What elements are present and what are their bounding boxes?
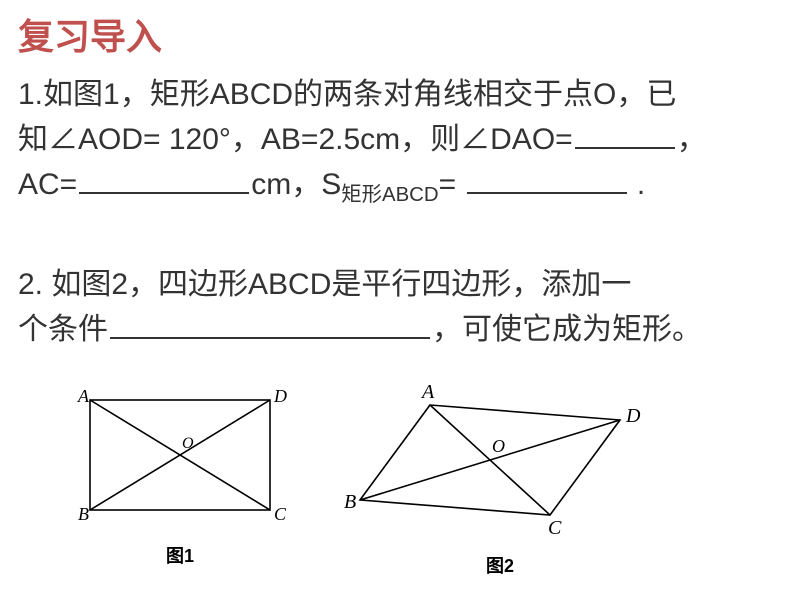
- p2-line1-a: 2. 如图2，四边形ABCD是平行四边形，添加一: [18, 268, 631, 301]
- p1-line3-b: cm，S: [251, 168, 341, 201]
- fig1-label-B: B: [78, 504, 89, 524]
- p1-blank-3: [467, 192, 627, 194]
- fig1-label-A: A: [77, 386, 90, 406]
- fig2-label-D: D: [625, 405, 641, 427]
- title-text: 复习导入: [18, 16, 162, 57]
- figure-1-box: A D B C O 图1: [60, 380, 300, 568]
- fig2-label-O: O: [492, 436, 505, 456]
- fig1-label-D: D: [273, 386, 287, 406]
- p1-line2-b: ，: [677, 123, 707, 156]
- fig1-label-O: O: [182, 435, 194, 452]
- p1-line1-a: 1.如图1，矩形ABCD的两条对角线相交于点O，已: [18, 78, 676, 111]
- p2-blank: [110, 337, 430, 339]
- p1-line3-a: AC=: [18, 168, 77, 201]
- problem-2: 2. 如图2，四边形ABCD是平行四边形，添加一 个条件 ，可使它成为矩形。: [18, 262, 778, 352]
- p1-blank-1: [575, 147, 675, 149]
- p1-line3-d: .: [629, 168, 646, 201]
- fig1-label-C: C: [274, 504, 287, 524]
- problem-1: 1.如图1，矩形ABCD的两条对角线相交于点O，已 知∠AOD= 120°，AB…: [18, 72, 778, 211]
- p2-line2-b: ，可使它成为矩形。: [432, 313, 702, 346]
- figure-1-svg: A D B C O: [60, 380, 300, 540]
- p1-blank-2: [79, 192, 249, 194]
- fig1-caption: 图1: [166, 542, 194, 568]
- p1-subscript: 矩形ABCD: [341, 184, 438, 206]
- figure-2-svg: A D B C O: [340, 380, 660, 550]
- p1-line2-a: 知∠AOD= 120°，AB=2.5cm，则∠DAO=: [18, 123, 573, 156]
- fig2-label-B: B: [344, 491, 356, 513]
- p2-line2-a: 个条件: [18, 313, 108, 346]
- figure-2-box: A D B C O 图2: [340, 380, 660, 578]
- fig2-caption: 图2: [486, 552, 514, 578]
- figures-row: A D B C O 图1 A D B C O 图2: [60, 380, 660, 578]
- fig2-label-A: A: [420, 381, 435, 403]
- section-title: 复习导入: [18, 8, 162, 60]
- fig2-diag-bd: [360, 420, 620, 500]
- p1-line3-c: =: [439, 168, 465, 201]
- fig2-label-C: C: [548, 517, 562, 539]
